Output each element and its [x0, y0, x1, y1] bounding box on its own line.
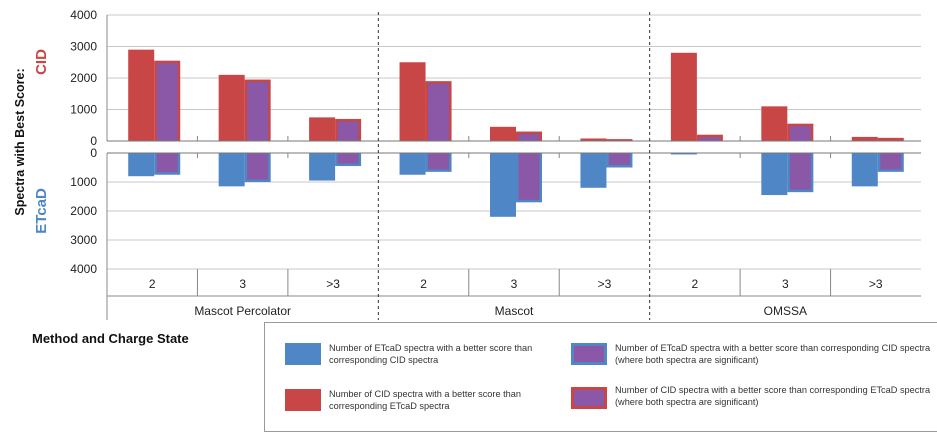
top-tick-label: 3000: [70, 40, 97, 54]
category-label: 3: [511, 277, 518, 291]
bottom-tick-label: 1000: [70, 175, 97, 189]
group-label: OMSSA: [764, 304, 807, 318]
y-axis-label: Spectra with Best Score:: [13, 68, 27, 215]
legend-text-etcad: Number of ETcaD spectra with a better sc…: [329, 343, 533, 365]
legend-item-cid: Number of CID spectra with a better scor…: [285, 387, 575, 417]
bar-cid: [128, 49, 155, 141]
axes: [106, 12, 921, 320]
legend-text-cid: Number of CID spectra with a better scor…: [329, 389, 521, 411]
category-label: >3: [869, 277, 883, 291]
bar-cid: [218, 74, 245, 141]
category-label: 2: [149, 277, 156, 291]
bar-cid: [580, 138, 607, 141]
bar-cid-significant: [789, 126, 811, 141]
category-label: >3: [326, 277, 340, 291]
bar-etcad-significant: [337, 153, 359, 164]
bar-etcad-significant: [247, 153, 269, 180]
x-axis-title: Method and Charge State: [32, 331, 189, 346]
bar-cid-significant: [428, 83, 450, 141]
top-tick-label: 1000: [70, 103, 97, 117]
bar-cid-significant-border: [606, 139, 633, 141]
bar-cid: [670, 52, 697, 141]
bottom-tick-label: 0: [90, 146, 97, 160]
bottom-tick-label: 2000: [70, 204, 97, 218]
legend: Number of ETcaD spectra with a better sc…: [264, 322, 937, 432]
legend-item-etcad: Number of ETcaD spectra with a better sc…: [285, 341, 575, 371]
chart: 4000 3000 2000 1000 00 1000 2000 3000 4000 2 3 >3 M…: [13, 8, 921, 320]
bar-cid: [309, 117, 336, 141]
bar-cid-significant: [156, 63, 178, 141]
bar-etcad: [399, 153, 426, 175]
legend-swatch-cid: [285, 389, 321, 411]
bar-cid-significant: [699, 137, 721, 141]
tick-labels: 4000 3000 2000 1000 00 1000 2000 3000 4000: [70, 8, 97, 276]
group-label: Mascot: [495, 304, 534, 318]
bottom-tick-label: 4000: [70, 262, 97, 276]
category-label: 2: [692, 277, 699, 291]
legend-swatch-etcad-significant: [571, 343, 607, 365]
bar-etcad-significant: [880, 153, 902, 170]
bar-cid: [851, 136, 878, 141]
bar-cid-significant-border: [877, 137, 904, 141]
bar-etcad-significant: [428, 153, 450, 170]
top-tick-label: 4000: [70, 8, 97, 22]
bar-cid: [399, 62, 426, 141]
cid-panel-label: CID: [33, 49, 50, 75]
bottom-tick-label: 3000: [70, 233, 97, 247]
bar-etcad: [309, 153, 336, 181]
bar-cid-significant: [247, 82, 269, 141]
top-tick-label: 0: [90, 134, 97, 148]
bar-etcad: [851, 153, 878, 187]
category-label: >3: [598, 277, 612, 291]
legend-text-etcad-significant: Number of ETcaD spectra with a better sc…: [615, 343, 931, 365]
category-label: 3: [239, 277, 246, 291]
bar-etcad: [670, 153, 697, 155]
legend-swatch-etcad: [285, 343, 321, 365]
category-label: 2: [420, 277, 427, 291]
top-tick-label: 2000: [70, 71, 97, 85]
bar-etcad-significant: [518, 153, 540, 200]
bar-cid-significant: [337, 121, 359, 141]
category-labels: 2 3 >3 Mascot Percolator 2 3 >3 Mascot 2 3 >3 OMSSA: [149, 277, 883, 318]
bar-etcad: [490, 153, 516, 217]
bar-etcad: [580, 153, 607, 188]
bar-etcad-significant: [156, 153, 178, 173]
legend-text-cid-significant: Number of CID spectra with a better scor…: [615, 385, 931, 407]
legend-item-etcad-significant: Number of ETcaD spectra with a better sc…: [571, 341, 937, 371]
group-label: Mascot Percolator: [194, 304, 291, 318]
bars: [128, 49, 904, 217]
bar-etcad: [761, 153, 788, 196]
category-label: 3: [782, 277, 789, 291]
bar-cid: [490, 126, 516, 141]
bar-cid: [761, 106, 788, 141]
bar-etcad-significant: [608, 153, 630, 165]
bar-cid-significant: [518, 134, 540, 141]
legend-item-cid-significant: Number of CID spectra with a better scor…: [571, 383, 937, 413]
legend-swatch-cid-significant: [571, 387, 607, 409]
bar-etcad: [218, 153, 245, 187]
bar-etcad: [128, 153, 155, 177]
bar-etcad-significant: [789, 153, 811, 190]
etcad-panel-label: ETcaD: [33, 188, 50, 234]
